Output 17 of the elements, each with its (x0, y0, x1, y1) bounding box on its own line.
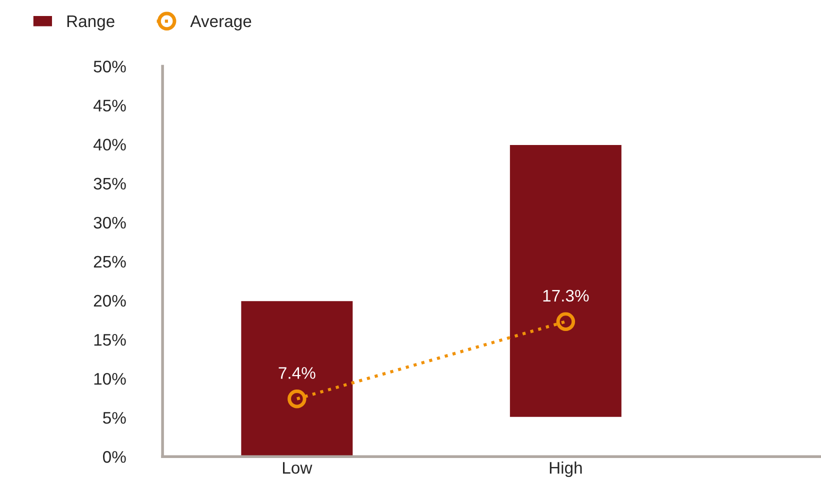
y-tick-label: 20% (94, 294, 126, 307)
y-tick-label: 5% (103, 412, 126, 424)
legend-label: Range (67, 16, 114, 30)
y-tick-label: 30% (94, 216, 126, 229)
y-tick-label: 50% (94, 60, 126, 72)
y-tick-label: 15% (94, 334, 126, 346)
x-tick-label: High (550, 461, 582, 478)
legend-label: Average (190, 16, 252, 30)
y-tick-label: 35% (94, 178, 126, 190)
data-label: 7.4% (278, 367, 316, 379)
x-tick-label: Low (283, 462, 312, 474)
y-tick-label: 25% (94, 256, 126, 268)
y-tick-label: 10% (94, 372, 126, 385)
data-label: 17.3% (543, 290, 589, 302)
y-tick-label: 0% (103, 451, 126, 463)
y-tick-label: 45% (93, 100, 126, 112)
y-tick-label: 40% (93, 138, 126, 151)
